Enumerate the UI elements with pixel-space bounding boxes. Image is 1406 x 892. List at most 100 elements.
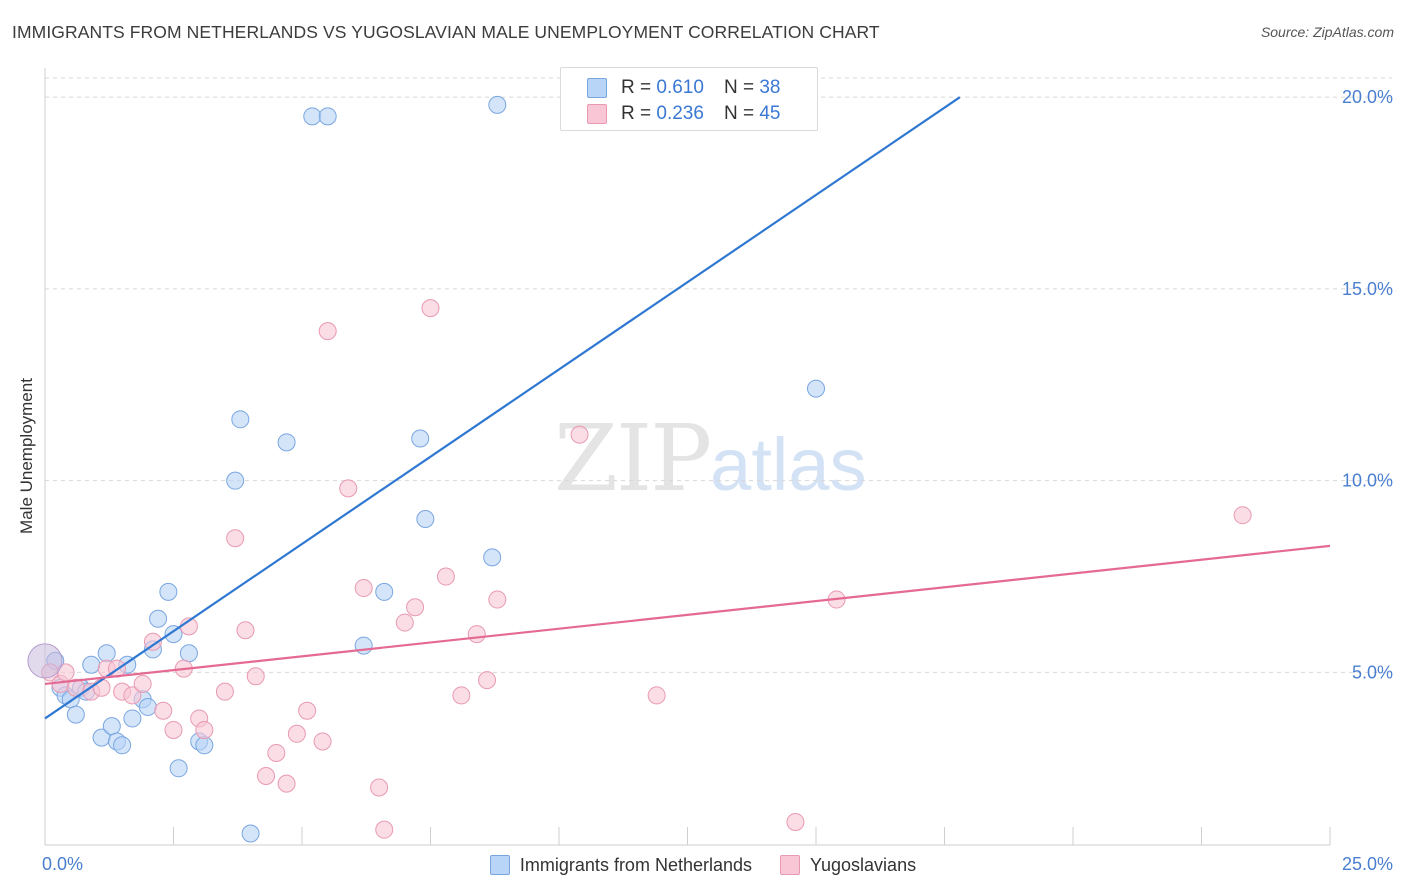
yugoslavian-point [164, 720, 183, 739]
y-tick-label: 15.0% [1342, 279, 1393, 299]
watermark-zip: ZIP [554, 405, 712, 512]
legend-n-value: 38 [759, 77, 781, 98]
netherlands-point [411, 429, 430, 448]
netherlands-point [354, 636, 373, 655]
legend-r-value: 0.236 [656, 103, 704, 124]
legend-swatch-blue [587, 78, 607, 98]
series-swatch-blue [489, 855, 510, 875]
x-tick-label: 25.0% [1342, 854, 1393, 874]
yugoslavian-point [339, 479, 358, 498]
source-label: Source: ZipAtlas.com [1260, 24, 1394, 40]
netherlands-point [488, 95, 507, 114]
series-swatch-pink [780, 855, 800, 875]
yugoslavian-point [375, 820, 394, 839]
trend-layer [44, 96, 1331, 720]
netherlands-trend-line [44, 96, 961, 720]
netherlands-point [375, 582, 394, 601]
yugoslavian-point [123, 686, 142, 705]
yugoslavian-point [395, 613, 414, 632]
yugoslavian-point [215, 682, 234, 701]
yugoslavian-point [406, 598, 425, 617]
chart-title: IMMIGRANTS FROM NETHERLANDS VS YUGOSLAVI… [12, 22, 880, 42]
yugoslavian-point [298, 701, 317, 720]
netherlands-point [807, 379, 825, 398]
yugoslavian-point [488, 590, 507, 609]
yugoslavian-point [236, 621, 255, 640]
netherlands-point [138, 697, 157, 716]
netherlands-point [226, 471, 245, 490]
netherlands-point [164, 625, 183, 644]
watermark-atlas: atlas [710, 423, 867, 506]
netherlands-point [318, 107, 337, 126]
yugoslavian-point [421, 299, 440, 318]
yugoslavian-point [354, 579, 373, 598]
series-legend-label: Immigrants from Netherlands [519, 854, 752, 875]
yugoslavian-point [467, 625, 486, 644]
legend-row-netherlands: R = 0.610 N = 38 [587, 76, 780, 100]
x-tick-label: 0.0% [42, 854, 83, 874]
netherlands-point [102, 717, 121, 736]
yugoslavian-point [313, 732, 332, 751]
cluster-point [27, 643, 63, 679]
series-legend-label: Yugoslavians [810, 854, 917, 875]
yugoslavian-point [452, 686, 471, 705]
y-tick-label: 20.0% [1342, 87, 1393, 107]
yugoslavian-point [1233, 506, 1252, 525]
yugoslavian-point [570, 425, 589, 444]
legend-swatch-pink [587, 104, 607, 124]
netherlands-point [179, 644, 198, 663]
yugoslavian-point [257, 766, 276, 785]
yugoslavian-point [143, 632, 162, 651]
yugoslavian-point [370, 778, 389, 797]
netherlands-point [231, 410, 250, 429]
netherlands-point [277, 433, 296, 452]
netherlands-point [159, 582, 178, 601]
yugoslavian-point [786, 812, 805, 831]
zipatlas-watermark: ZIPatlas [554, 405, 866, 512]
netherlands-point [483, 548, 502, 567]
netherlands-point [97, 644, 116, 663]
netherlands-point [123, 709, 142, 728]
yugoslavian-trend-line [44, 544, 1331, 686]
legend-r-label: R = [621, 103, 652, 124]
yugoslavian-point [478, 671, 497, 690]
netherlands-point [195, 736, 214, 755]
yugoslavian-point [267, 743, 286, 762]
yugoslavian-point [195, 720, 214, 739]
yugoslavian-point [436, 567, 455, 586]
legend-n-label: N = [723, 103, 755, 124]
yugoslavian-point [133, 674, 152, 693]
netherlands-point [149, 609, 168, 628]
grid-layer [45, 77, 1392, 673]
yugoslavian-point [246, 667, 265, 686]
correlation-legend: R = 0.610 N = 38 R = 0.236 N = 45 [560, 67, 818, 131]
legend-r-value: 0.610 [656, 77, 704, 98]
points-layer [27, 95, 1252, 843]
legend-n-value: 45 [759, 103, 781, 124]
axis-layer [44, 68, 1331, 846]
yugoslavian-point [287, 724, 306, 743]
series-legend-yugoslavians[interactable]: Yugoslavians [780, 855, 916, 876]
netherlands-point [241, 824, 260, 843]
series-legend: Immigrants from Netherlands Yugoslavians [0, 852, 1406, 878]
yugoslavian-point [154, 701, 173, 720]
netherlands-point [416, 510, 435, 529]
series-legend-netherlands[interactable]: Immigrants from Netherlands [489, 854, 752, 876]
yugoslavian-point [277, 774, 296, 793]
tick-label-layer: 5.0% 10.0% 15.0% 20.0% 0.0% 25.0% [42, 87, 1393, 874]
legend-n-label: N = [723, 77, 755, 98]
netherlands-point [66, 705, 85, 724]
yugoslavian-point [92, 678, 111, 697]
netherlands-point [303, 107, 322, 126]
netherlands-point [113, 736, 132, 755]
legend-r-label: R = [621, 77, 652, 98]
netherlands-point [169, 759, 188, 778]
yugoslavian-point [318, 322, 337, 341]
yugoslavian-point [647, 686, 666, 705]
y-tick-label: 5.0% [1352, 662, 1393, 682]
netherlands-point [82, 655, 101, 674]
y-tick-label: 10.0% [1342, 471, 1393, 491]
yugoslavian-point [226, 529, 245, 548]
legend-row-yugoslavians: R = 0.236 N = 45 [587, 102, 780, 126]
